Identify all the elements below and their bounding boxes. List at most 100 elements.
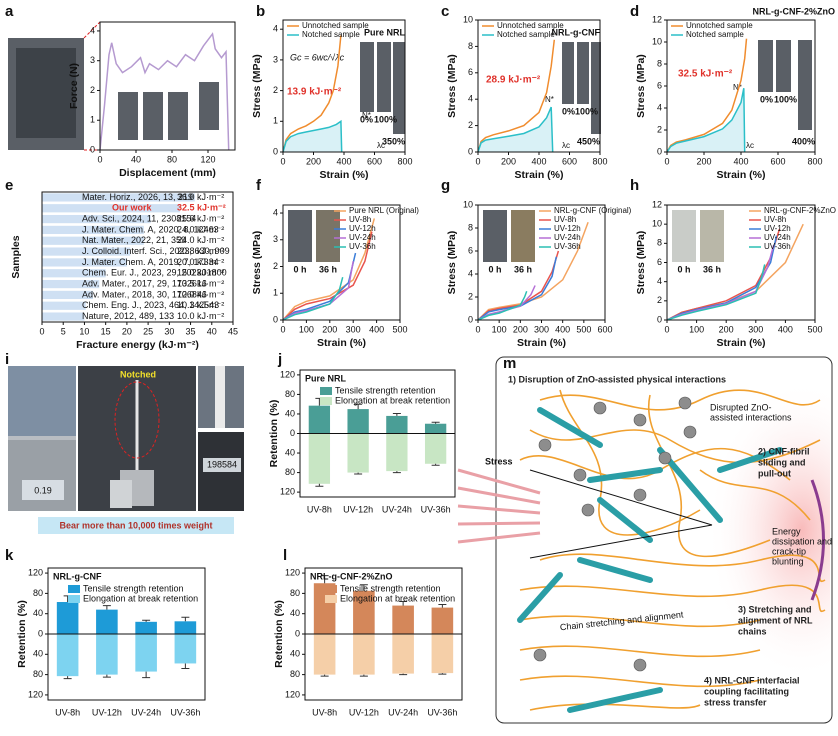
note: dissipation and [772, 536, 832, 546]
photo [288, 210, 312, 262]
bar [347, 409, 369, 434]
y-tick-label: 40 [290, 649, 300, 659]
fibril [717, 447, 783, 473]
error-bar [181, 663, 190, 670]
bar [42, 193, 195, 202]
chain [519, 645, 761, 658]
annotation: λc [377, 141, 385, 150]
error-bar [354, 403, 363, 410]
y-tick-label: 0 [657, 314, 662, 324]
y-tick-label: 1 [90, 115, 95, 125]
photo [483, 210, 507, 262]
y-tick-label: 4 [273, 24, 278, 34]
x-tick-label: 500 [807, 324, 822, 334]
y-tick-label: 6 [657, 257, 662, 267]
error-bar [142, 619, 151, 622]
plot-frame [99, 21, 236, 151]
annotation: 100% [374, 114, 397, 124]
plot-frame [282, 204, 401, 321]
photo [8, 366, 76, 436]
value-label: 20.0 kJ·m⁻² [177, 257, 224, 267]
y-tick-label: 80 [285, 389, 295, 399]
photo-label: Notched [120, 369, 156, 379]
error-bar [431, 463, 440, 466]
bar [42, 225, 144, 235]
glow [640, 380, 830, 680]
y-axis-label: Stress (MPa) [446, 54, 458, 118]
panel-label: a [5, 3, 14, 20]
y-tick-label: 4 [468, 94, 473, 104]
y-tick-label: 120 [285, 567, 300, 577]
y-tick-label: 10 [652, 36, 662, 46]
legend-label: NRL-g-CNF (Original) [554, 206, 632, 215]
y-tick-label: 40 [33, 608, 43, 618]
y-tick-label: 4 [90, 25, 95, 35]
x-tick-label: UV-8h [312, 707, 337, 717]
annotation: NRL-g-CNF-2%ZnO [753, 6, 836, 16]
step-label: 1) Disruption of ZnO-assisted physical i… [508, 374, 726, 384]
legend-label: UV-8h [554, 215, 576, 224]
legend-label: Elongation at break retention [83, 593, 198, 603]
category-label: Adv. Mater., 2018, 30, 1706846 [82, 289, 207, 299]
y-tick-label: 0 [38, 628, 43, 638]
zoom-line [83, 21, 101, 39]
scale-display [203, 458, 241, 472]
photo [360, 42, 374, 112]
photo [700, 210, 724, 262]
annotation: 13.9 kJ·m⁻² [287, 87, 342, 98]
chain [539, 389, 821, 411]
x-axis-label: Strain (%) [716, 169, 765, 181]
bar [56, 602, 79, 634]
x-tick-label: 800 [592, 156, 607, 166]
fibril [597, 497, 653, 543]
arrow [457, 468, 541, 495]
annotation: 36 h [514, 264, 532, 274]
bar [353, 590, 375, 634]
annotation: 36 h [319, 264, 337, 274]
x-tick-label: 0 [475, 156, 480, 166]
bar [308, 405, 331, 434]
line-series [477, 39, 556, 153]
x-tick-label: 45 [228, 326, 238, 336]
photo [758, 40, 773, 92]
crack-edge [529, 524, 713, 559]
x-tick-label: 200 [306, 156, 321, 166]
annotation: 0 h [293, 264, 306, 274]
photo-detail [16, 48, 76, 138]
x-tick-label: 30 [164, 326, 174, 336]
legend-label: Elongation at break retention [335, 395, 450, 405]
y-tick-label: 0 [90, 144, 95, 154]
x-tick-label: 80 [167, 154, 177, 164]
panel-label: g [441, 177, 450, 194]
x-tick-label: UV-36h [421, 504, 451, 514]
x-tick-label: 400 [733, 156, 748, 166]
y-axis-label: Retention (%) [16, 600, 28, 668]
y-tick-label: 10 [652, 219, 662, 229]
photo [168, 92, 188, 140]
chain [699, 469, 811, 521]
step-label: alignment of NRL [738, 615, 813, 625]
note: Energy [772, 526, 801, 536]
arrow [457, 486, 541, 505]
x-tick-label: 300 [346, 324, 361, 334]
legend-label: Unnotched sample [497, 21, 564, 30]
y-tick-label: 120 [28, 689, 43, 699]
particle [633, 658, 647, 672]
y-tick-label: 80 [33, 588, 43, 598]
legend-label: UV-8h [349, 215, 371, 224]
y-tick-label: 120 [285, 689, 300, 699]
y-tick-label: 120 [280, 486, 295, 496]
y-tick-label: 3 [90, 55, 95, 65]
legend-swatch [325, 585, 337, 593]
chart-title: NRL-g-CNF [53, 571, 102, 581]
chain [647, 394, 771, 558]
x-axis-label: Strain (%) [517, 337, 566, 349]
y-tick-label: 8 [657, 238, 662, 248]
y-tick-label: 40 [285, 447, 295, 457]
x-tick-label: UV-12h [92, 707, 122, 717]
value-label: 24.0 kJ·m⁻² [177, 235, 224, 245]
x-tick-label: 0 [39, 326, 44, 336]
annotation: N* [545, 95, 554, 104]
error-bar [320, 674, 329, 677]
x-tick-label: 400 [531, 156, 546, 166]
